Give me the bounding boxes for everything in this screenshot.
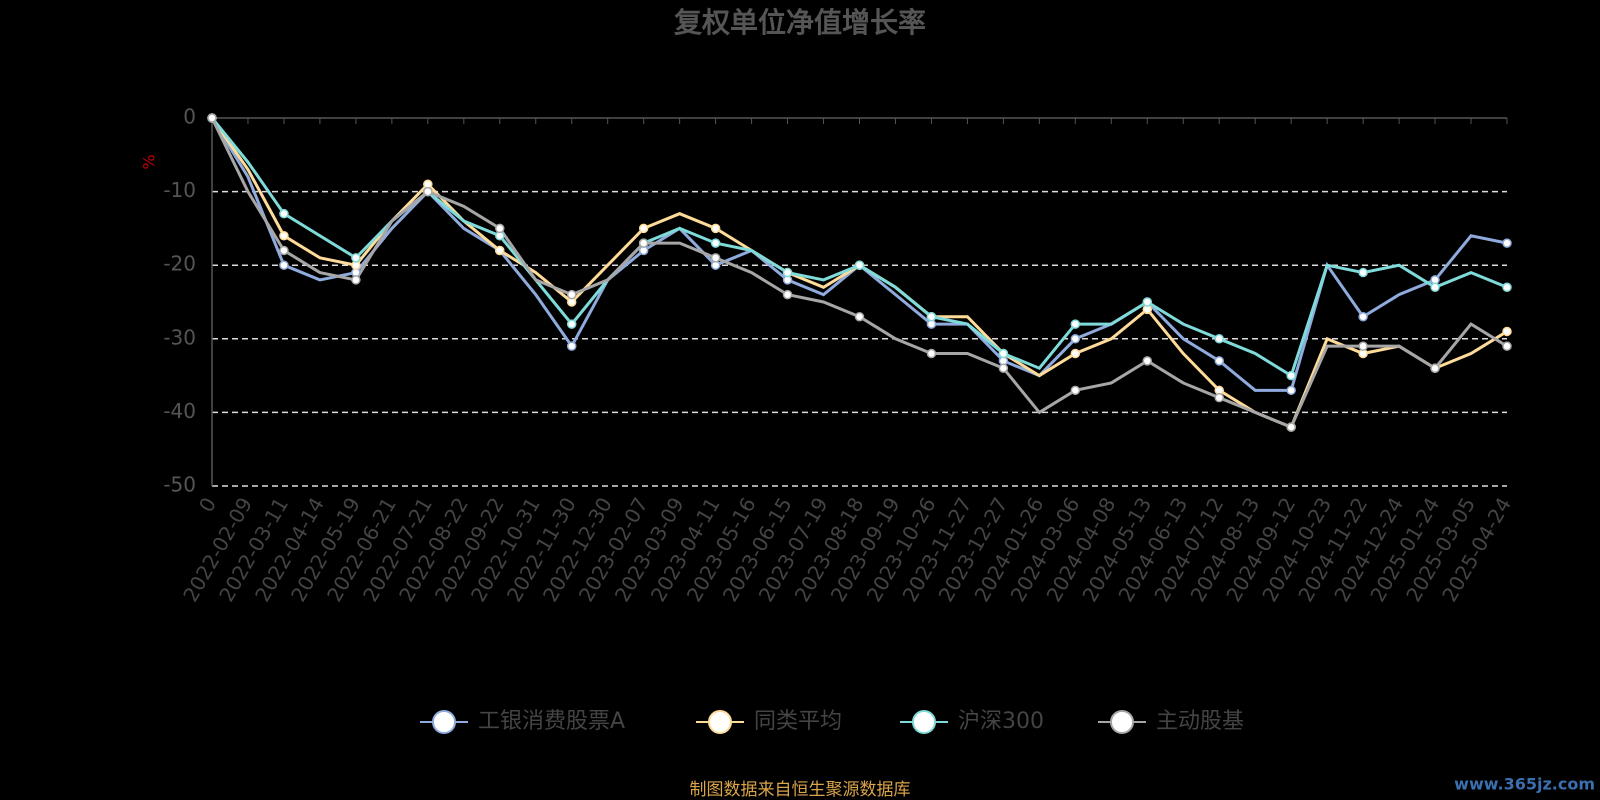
legend-marker <box>912 710 936 734</box>
point-marker <box>1502 326 1512 337</box>
point-marker <box>638 238 649 248</box>
point-marker <box>1142 297 1153 307</box>
point-marker <box>1070 348 1081 359</box>
point-marker <box>1358 267 1368 278</box>
point-marker <box>1286 385 1296 396</box>
point-marker <box>207 113 217 123</box>
point-marker <box>279 245 289 256</box>
legend-label: 工银消费股票A <box>478 709 625 734</box>
point-marker <box>351 275 361 285</box>
y-tick-label: -30 <box>163 325 196 349</box>
point-marker <box>782 267 793 278</box>
point-marker <box>1070 334 1081 344</box>
point-marker <box>998 348 1009 359</box>
point-marker <box>1286 422 1296 432</box>
point-marker <box>1214 356 1224 366</box>
watermark: www.365jz.com <box>1454 775 1595 794</box>
point-marker <box>1358 311 1368 322</box>
point-marker <box>279 260 289 270</box>
point-marker <box>1502 341 1512 351</box>
point-marker <box>566 289 577 300</box>
point-marker <box>710 223 721 234</box>
y-tick-label: -10 <box>163 178 196 202</box>
legend-label: 主动股基 <box>1156 709 1244 734</box>
point-marker <box>710 253 721 263</box>
legend-marker <box>432 710 456 734</box>
legend-marker <box>708 710 732 734</box>
point-marker <box>1502 238 1512 248</box>
point-marker <box>926 348 937 359</box>
legend-label: 沪深300 <box>958 709 1044 734</box>
point-marker <box>1430 363 1440 373</box>
point-marker <box>926 311 937 322</box>
point-marker <box>495 245 505 256</box>
point-marker <box>423 186 433 197</box>
point-marker <box>1070 319 1081 329</box>
point-marker <box>351 253 361 263</box>
y-axis-label: % <box>140 154 159 169</box>
point-marker <box>1142 356 1153 366</box>
point-marker <box>638 223 649 234</box>
point-marker <box>566 319 577 329</box>
point-marker <box>1358 341 1368 351</box>
point-marker <box>1214 392 1224 403</box>
point-marker <box>1214 334 1224 344</box>
point-marker <box>1070 385 1081 396</box>
y-tick-label: -50 <box>163 473 196 497</box>
point-marker <box>998 363 1009 373</box>
point-marker <box>1430 282 1440 293</box>
legend-marker <box>1110 710 1134 734</box>
point-marker <box>854 311 865 322</box>
point-marker <box>1502 282 1512 293</box>
point-marker <box>279 231 289 241</box>
point-marker <box>854 260 865 270</box>
y-tick-label: -40 <box>163 399 196 423</box>
point-marker <box>279 208 289 219</box>
point-marker <box>495 223 505 234</box>
chart-title: 复权单位净值增长率 <box>674 6 926 39</box>
source: 制图数据来自恒生聚源数据库 <box>690 780 911 800</box>
point-marker <box>1286 370 1296 381</box>
legend-label: 同类平均 <box>754 709 842 734</box>
y-tick-label: 0 <box>183 105 196 129</box>
point-marker <box>566 341 577 351</box>
y-tick-label: -20 <box>163 252 196 276</box>
point-marker <box>710 238 721 248</box>
point-marker <box>782 289 793 300</box>
